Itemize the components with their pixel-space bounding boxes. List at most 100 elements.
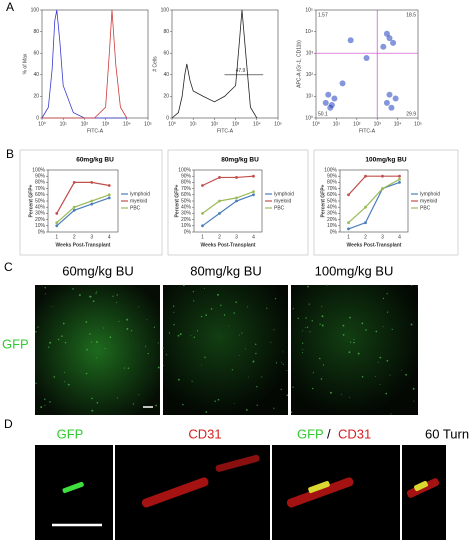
speckle [223, 314, 226, 316]
y-tick-label: 100 [161, 7, 170, 13]
y-tick-label: 20 [33, 94, 39, 100]
speckle [192, 291, 195, 293]
speckle [280, 388, 282, 390]
y-tick-label: 80% [35, 180, 46, 186]
speckle [104, 347, 106, 349]
x-tick-label: 10¹ [60, 121, 68, 127]
point [201, 224, 204, 228]
y-tick-label: 70% [181, 186, 192, 192]
point [392, 95, 399, 102]
point [235, 176, 238, 179]
speckle [90, 341, 92, 343]
speckle [116, 302, 118, 304]
point [55, 221, 59, 225]
speckle [377, 361, 379, 363]
plot-area [41, 9, 149, 119]
x-tick-label: 10¹ [190, 121, 198, 127]
series-line [56, 197, 110, 227]
speckle [361, 322, 364, 325]
speckle [349, 341, 352, 343]
speckle [220, 304, 222, 307]
plot-area [47, 169, 119, 233]
speckle [67, 383, 70, 386]
speckle [256, 404, 258, 406]
speckle [326, 284, 328, 286]
speckle [49, 401, 51, 403]
speckle [301, 330, 303, 332]
speckle [245, 408, 248, 411]
speckle [386, 359, 389, 362]
speckle [35, 331, 37, 333]
speckle [353, 338, 355, 341]
speckle [319, 357, 321, 360]
speckle [191, 380, 193, 382]
speckle [304, 327, 306, 329]
point [381, 187, 384, 191]
quadrant-value: 29.9 [406, 111, 416, 117]
speckle [112, 295, 114, 297]
speckle [417, 286, 419, 288]
y-tick-label: 80% [327, 180, 338, 186]
speckle [286, 370, 288, 372]
speckle [64, 341, 67, 344]
x-tick-label: 1 [201, 234, 204, 240]
speckle [95, 357, 97, 359]
y-tick-label: 10⁵ [305, 7, 313, 13]
speckle [168, 332, 171, 334]
x-tick-label: 10⁴ [394, 121, 402, 127]
x-tick-label: 10⁴ [253, 121, 261, 127]
point [252, 190, 255, 194]
y-axis-label: Percent GFP+ [28, 184, 34, 217]
series-line [202, 175, 254, 187]
micrograph [272, 445, 400, 540]
x-tick-label: 10¹ [333, 121, 341, 127]
micrograph [291, 285, 418, 415]
x-axis-label: FITC-A [217, 128, 234, 134]
speckle [153, 326, 156, 328]
point [380, 43, 387, 50]
speckle [311, 387, 314, 390]
chart-title: 80mg/kg BU [221, 157, 259, 164]
y-tick-label: 10% [181, 223, 192, 229]
x-tick-label: 10³ [232, 121, 240, 127]
speckle [116, 294, 118, 296]
speckle [405, 373, 407, 376]
speckle [179, 333, 182, 336]
speckle [239, 354, 241, 356]
speckle [348, 351, 351, 354]
speckle [413, 400, 415, 402]
speckle [44, 398, 46, 401]
speckle [117, 397, 119, 399]
y-tick-label: 60 [33, 51, 39, 57]
speckle [307, 285, 309, 288]
speckle [308, 303, 310, 305]
y-tick-label: 50% [181, 198, 192, 204]
speckle [319, 323, 321, 325]
point [107, 196, 111, 200]
speckle [302, 348, 304, 350]
y-axis-label: % of Max [22, 53, 28, 74]
point [322, 99, 329, 106]
speckle [292, 386, 294, 388]
speckle [273, 329, 275, 331]
y-axis-label: # Cells [152, 56, 158, 72]
x-tick-label: 2 [364, 234, 367, 240]
speckle [329, 391, 332, 394]
point [252, 193, 255, 197]
speckle [204, 356, 206, 359]
speckle [126, 327, 129, 330]
x-tick-label: 10⁵ [274, 121, 282, 127]
legend-label: lymphoid [274, 191, 294, 197]
speckle [361, 375, 364, 378]
speckle [72, 288, 74, 290]
speckle [342, 324, 345, 327]
speckle [390, 413, 392, 415]
speckle [173, 324, 175, 326]
point [398, 177, 401, 181]
point [328, 101, 335, 108]
speckle [274, 297, 277, 300]
point [90, 181, 94, 184]
y-tick-label: 40 [163, 72, 169, 78]
speckle [382, 326, 384, 328]
speckle [365, 329, 367, 331]
